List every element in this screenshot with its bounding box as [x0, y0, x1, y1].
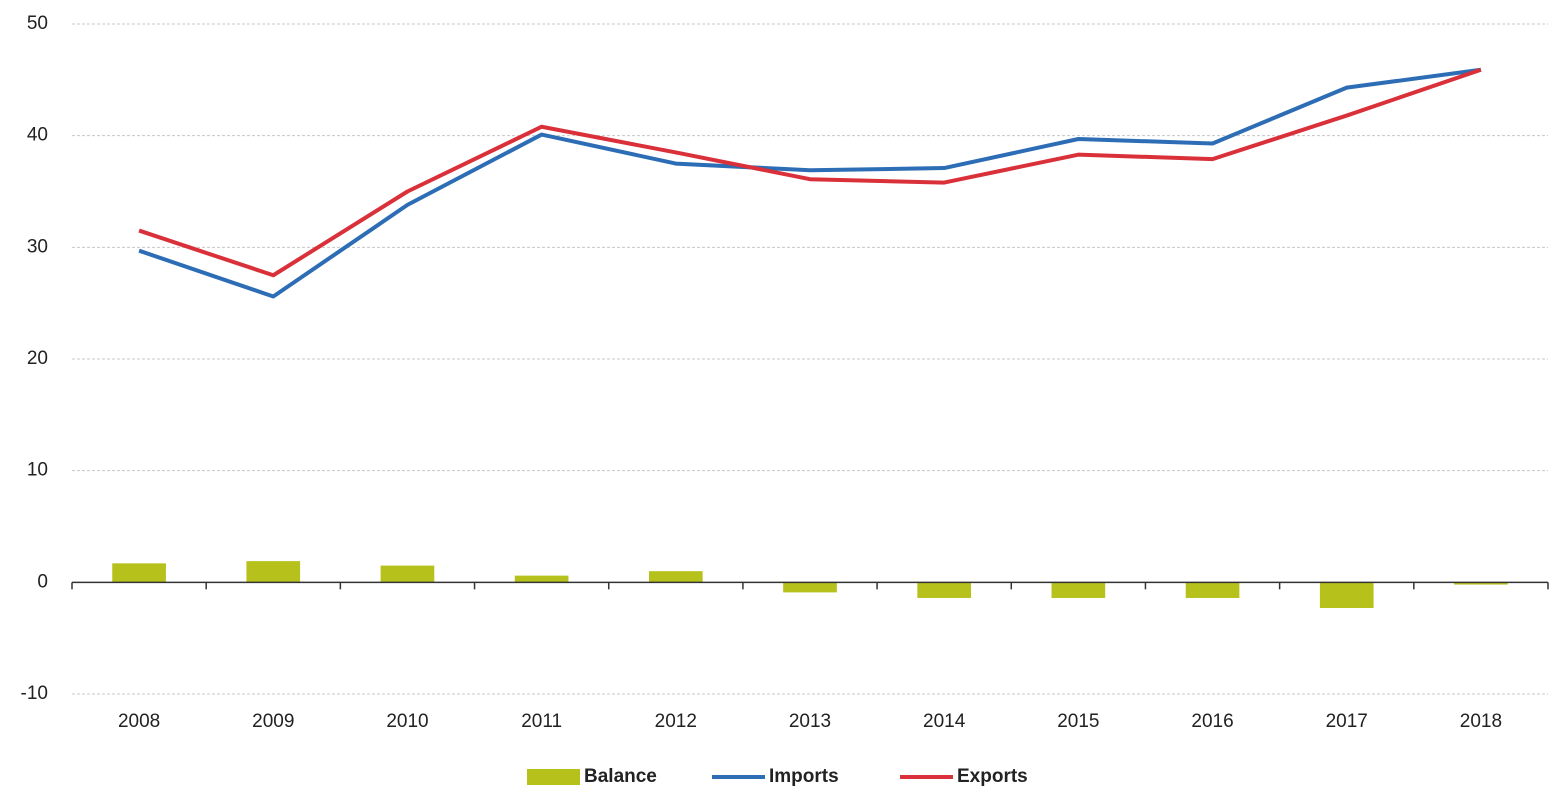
bar: [380, 565, 435, 583]
y-tick-label: -10: [21, 683, 48, 704]
x-tick-label: 2018: [1460, 711, 1502, 732]
x-tick-label: 2012: [655, 711, 697, 732]
x-tick-label: 2013: [789, 711, 831, 732]
legend-swatch: [527, 769, 580, 785]
y-tick-label: 50: [27, 13, 48, 34]
y-tick-label: 10: [27, 460, 48, 481]
x-tick-label: 2017: [1326, 711, 1368, 732]
x-tick-label: 2010: [386, 711, 428, 732]
x-tick-label: 2011: [521, 711, 562, 732]
line: [138, 67, 1482, 299]
bar: [1319, 582, 1374, 609]
bar: [514, 575, 569, 583]
bar: [917, 582, 972, 598]
bar: [783, 582, 837, 593]
x-tick-label: 2009: [252, 711, 294, 732]
bar: [112, 563, 166, 583]
y-tick-label: 20: [27, 348, 48, 369]
y-tick-label: 0: [37, 571, 48, 592]
line: [138, 67, 1482, 278]
x-tick-label: 2015: [1057, 711, 1099, 732]
y-tick-label: 40: [27, 125, 48, 146]
x-tick-label: 2008: [118, 711, 160, 732]
bar: [1051, 582, 1106, 598]
legend-label: Exports: [957, 766, 1028, 787]
bar: [1185, 582, 1240, 598]
x-tick-label: 2014: [923, 711, 966, 732]
x-tick-label: 2016: [1191, 711, 1233, 732]
bar: [246, 561, 301, 583]
bar: [1454, 582, 1508, 585]
legend-label: Imports: [769, 766, 839, 787]
legend-label: Balance: [584, 766, 657, 787]
bar: [648, 571, 703, 583]
y-tick-label: 30: [27, 236, 48, 257]
